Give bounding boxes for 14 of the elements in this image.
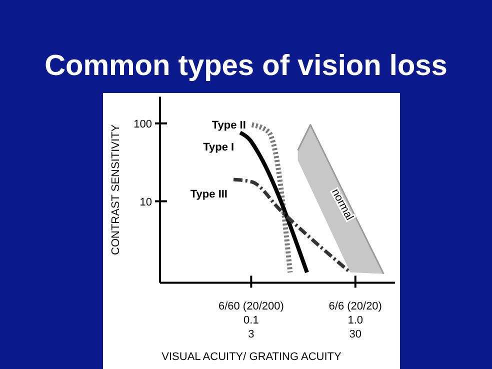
y-axis-title: CONTRAST SENSITIVITY — [110, 124, 122, 255]
x-axis-title: VISUAL ACUITY/ GRATING ACUITY — [162, 351, 342, 363]
y-tick-label: 100 — [134, 118, 152, 130]
series-label: Type II — [212, 120, 246, 132]
chart-title: Common types of vision loss — [44, 50, 448, 82]
text: 6/60 (20/200) — [218, 300, 284, 313]
y-tick-label: 10 — [140, 196, 152, 208]
x-tick-label: 3 — [248, 328, 254, 341]
text: 6/6 (20/20) — [328, 300, 382, 313]
series-label: Type III — [190, 188, 228, 201]
text: 1.0 — [348, 314, 364, 327]
x-tick-label: 30 — [349, 328, 362, 341]
series-label: Type I — [203, 142, 234, 154]
text: 0.1 — [244, 314, 259, 327]
